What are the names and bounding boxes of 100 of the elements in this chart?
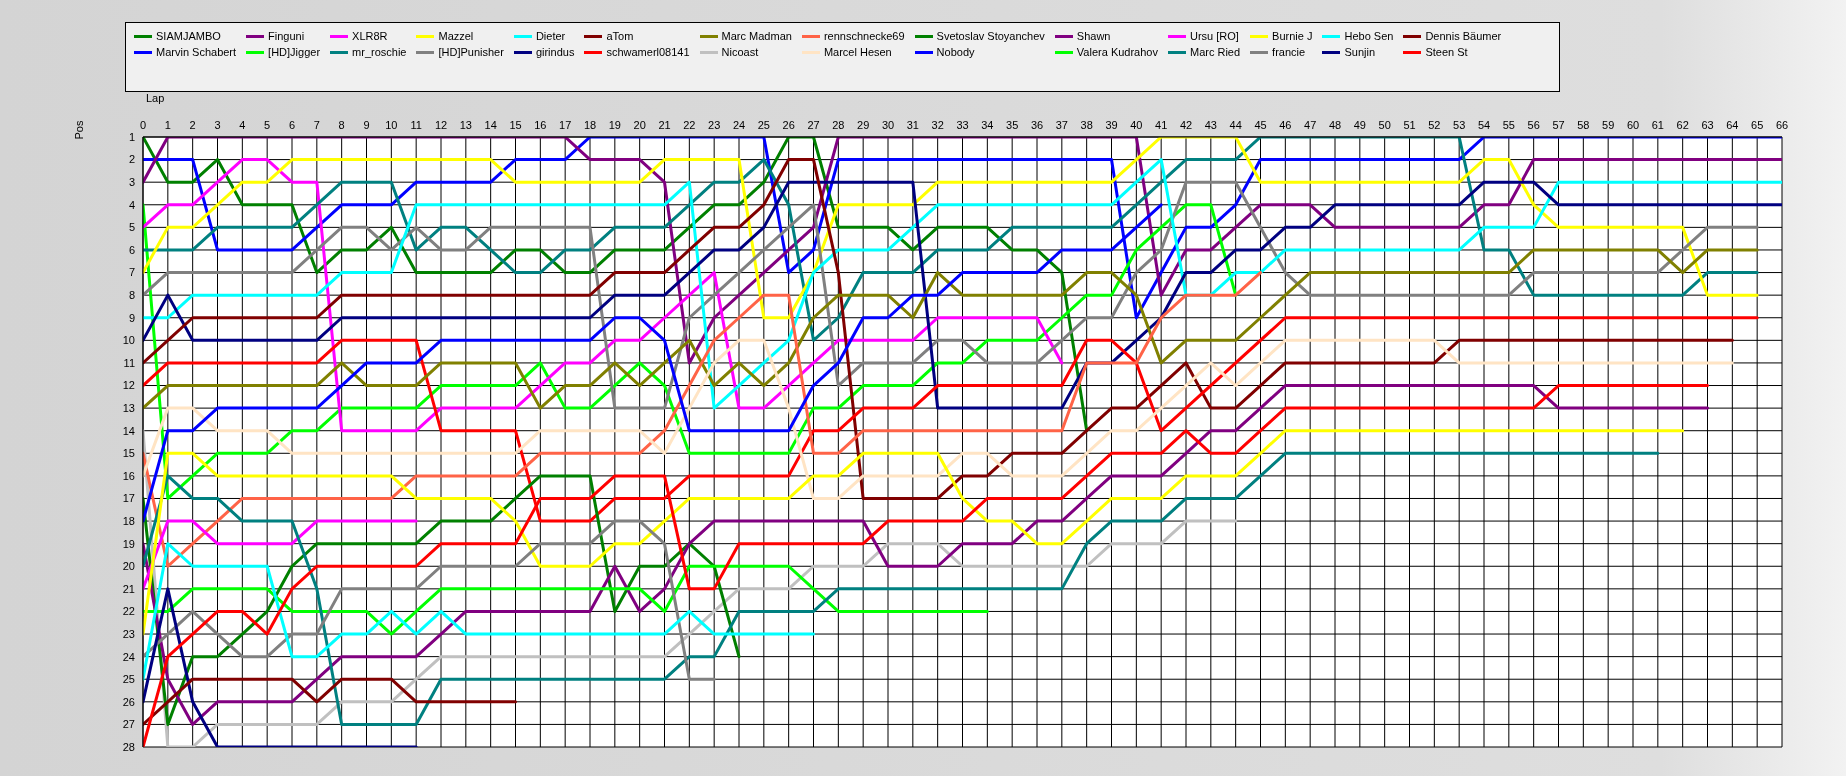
- x-tick-label: 61: [1651, 119, 1664, 131]
- y-tick-label: 8: [128, 289, 135, 302]
- y-tick-label: 7: [128, 266, 135, 279]
- x-tick-label: 41: [1155, 119, 1168, 131]
- legend-label: [HD]Jigger: [268, 46, 321, 58]
- x-tick-label: 31: [906, 119, 919, 131]
- x-tick-label: 60: [1626, 119, 1640, 131]
- legend-label: mr_roschie: [352, 46, 407, 58]
- y-tick-label: 11: [123, 356, 135, 369]
- x-tick-label: 7: [313, 119, 320, 131]
- x-tick-label: 32: [931, 119, 944, 131]
- line-series: [143, 564, 989, 636]
- legend-label: SIAMJAMBO: [156, 30, 221, 42]
- y-tick-label: 13: [122, 402, 135, 415]
- y-tick-label: 1: [128, 130, 135, 143]
- x-tick-label: 54: [1477, 119, 1491, 131]
- legend-label: Finguni: [268, 30, 305, 42]
- legend-label: XLR8R: [352, 30, 388, 42]
- x-tick-label: 22: [683, 119, 696, 131]
- y-tick-label: 6: [128, 243, 135, 256]
- y-tick-label: 15: [122, 447, 135, 460]
- y-tick-label: 19: [122, 537, 135, 550]
- x-tick-label: 46: [1279, 119, 1292, 131]
- x-tick-label: 66: [1775, 119, 1789, 131]
- y-tick-label: 27: [122, 718, 135, 731]
- y-tick-label: 26: [122, 695, 135, 708]
- legend-label: Nicoast: [721, 46, 759, 58]
- x-tick-label: 17: [559, 119, 572, 131]
- x-tick-label: 42: [1179, 119, 1193, 131]
- x-tick-label: 12: [434, 119, 448, 131]
- x-tick-label: 36: [1030, 119, 1044, 131]
- legend-label: Dieter: [535, 30, 566, 42]
- y-tick-label: 14: [122, 424, 135, 437]
- x-tick-label: 5: [264, 119, 271, 131]
- x-tick-label: 34: [981, 119, 994, 131]
- x-tick-label: 27: [807, 119, 820, 131]
- x-tick-label: 38: [1080, 119, 1093, 131]
- legend-label: Marcel Hesen: [823, 46, 892, 58]
- x-tick-label: 53: [1453, 119, 1466, 131]
- x-tick-label: 57: [1552, 119, 1565, 131]
- x-tick-label: 24: [732, 119, 746, 131]
- y-tick-label: 16: [122, 469, 135, 482]
- line-series: [143, 519, 716, 681]
- x-tick-label: 10: [385, 119, 398, 131]
- x-tick-label: 50: [1378, 119, 1391, 131]
- x-tick-label: 52: [1428, 119, 1441, 131]
- legend-label: Burnie J: [1272, 30, 1313, 42]
- y-tick-label: 9: [128, 311, 135, 324]
- x-tick-label: 6: [288, 119, 296, 131]
- legend-label: Nobody: [936, 46, 975, 58]
- y-tick-label: 22: [122, 605, 135, 618]
- x-tick-label: 62: [1676, 119, 1689, 131]
- y-tick-label: 3: [128, 176, 135, 189]
- line-series: [143, 338, 1734, 500]
- x-tick-label: 43: [1204, 119, 1217, 131]
- y-tick-label: 28: [122, 740, 135, 753]
- y-tick-label: 20: [122, 560, 135, 573]
- y-tick-label: 12: [122, 379, 135, 392]
- x-tick-label: 48: [1328, 119, 1342, 131]
- x-tick-label: 25: [757, 119, 770, 131]
- legend-label: girindus: [535, 46, 575, 58]
- x-tick-label: 11: [410, 119, 422, 131]
- legend-label: Mazzel: [438, 30, 474, 42]
- y-tick-label: 4: [128, 198, 135, 211]
- line-series: [143, 158, 1734, 500]
- x-tick-label: 64: [1726, 119, 1739, 131]
- x-tick-label: 59: [1602, 119, 1615, 131]
- legend-label: aTom: [606, 30, 634, 42]
- x-tick-label: 0: [139, 119, 147, 131]
- x-tick-label: 26: [782, 119, 795, 131]
- x-axis-title: Lap: [146, 92, 165, 104]
- y-tick-label: 23: [122, 627, 135, 640]
- line-series: [143, 542, 815, 681]
- x-tick-label: 28: [832, 119, 845, 131]
- legend-label: Marc Madman: [721, 30, 792, 42]
- y-tick-label: 10: [122, 334, 135, 347]
- x-tick-label: 49: [1353, 119, 1366, 131]
- x-tick-label: 4: [239, 119, 246, 131]
- legend-label: Hebo Sen: [1344, 30, 1394, 42]
- x-tick-label: 21: [658, 119, 671, 131]
- legend-label: Sunjin: [1344, 46, 1376, 58]
- y-tick-label: 25: [122, 673, 135, 686]
- legend-label: Dennis Bäumer: [1425, 30, 1502, 42]
- x-tick-label: 56: [1527, 119, 1540, 131]
- x-tick-label: 29: [857, 119, 870, 131]
- legend-label: Svetoslav Stoyanchev: [936, 30, 1045, 42]
- y-tick-label: 2: [128, 153, 135, 166]
- x-tick-label: 16: [534, 119, 547, 131]
- x-tick-label: 55: [1502, 119, 1515, 131]
- x-tick-label: 45: [1254, 119, 1267, 131]
- x-tick-label: 2: [189, 119, 196, 131]
- x-tick-label: 14: [484, 119, 497, 131]
- x-tick-label: 33: [956, 119, 969, 131]
- x-tick-label: 51: [1403, 119, 1416, 131]
- x-tick-label: 30: [881, 119, 895, 131]
- x-tick-label: 47: [1304, 119, 1317, 131]
- line-series: [143, 271, 1262, 568]
- legend-label: Marc Ried: [1189, 46, 1241, 58]
- legend-label: schwamerl08141: [606, 46, 690, 58]
- x-tick-label: 18: [583, 119, 597, 131]
